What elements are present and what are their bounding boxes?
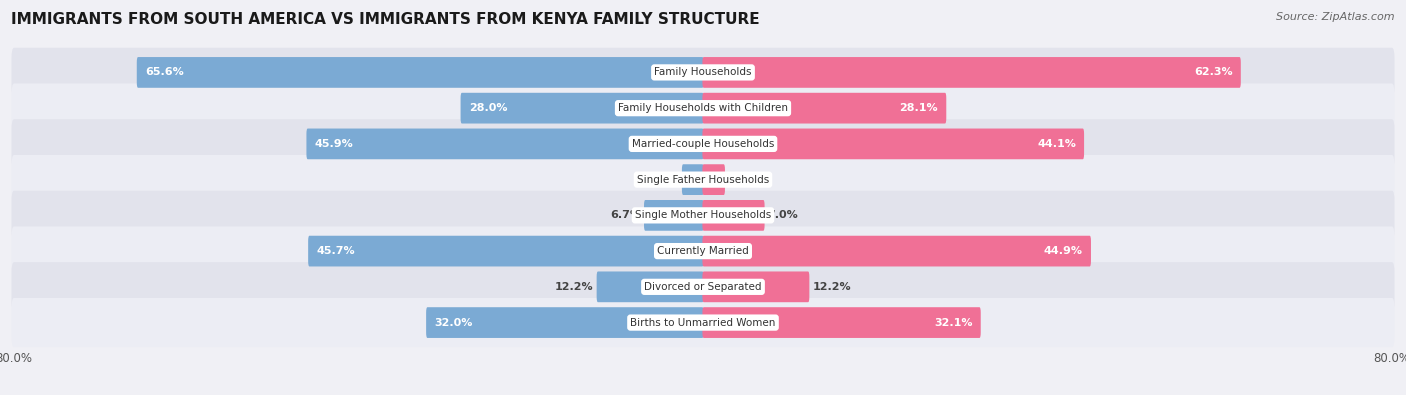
Text: 45.9%: 45.9% (315, 139, 353, 149)
FancyBboxPatch shape (11, 119, 1395, 169)
FancyBboxPatch shape (11, 83, 1395, 133)
Text: 2.4%: 2.4% (728, 175, 759, 184)
FancyBboxPatch shape (703, 164, 725, 195)
Text: Married-couple Households: Married-couple Households (631, 139, 775, 149)
Text: Family Households: Family Households (654, 68, 752, 77)
Text: Family Households with Children: Family Households with Children (619, 103, 787, 113)
FancyBboxPatch shape (703, 236, 1091, 267)
Text: 7.0%: 7.0% (768, 211, 799, 220)
FancyBboxPatch shape (307, 128, 703, 159)
FancyBboxPatch shape (703, 307, 981, 338)
Text: IMMIGRANTS FROM SOUTH AMERICA VS IMMIGRANTS FROM KENYA FAMILY STRUCTURE: IMMIGRANTS FROM SOUTH AMERICA VS IMMIGRA… (11, 12, 759, 27)
Text: 12.2%: 12.2% (813, 282, 851, 292)
Text: 44.9%: 44.9% (1043, 246, 1083, 256)
FancyBboxPatch shape (308, 236, 703, 267)
Text: 44.1%: 44.1% (1038, 139, 1076, 149)
Text: Divorced or Separated: Divorced or Separated (644, 282, 762, 292)
FancyBboxPatch shape (11, 262, 1395, 312)
Text: 6.7%: 6.7% (610, 211, 641, 220)
Text: 2.3%: 2.3% (648, 175, 679, 184)
FancyBboxPatch shape (703, 200, 765, 231)
FancyBboxPatch shape (703, 271, 810, 302)
FancyBboxPatch shape (682, 164, 703, 195)
FancyBboxPatch shape (426, 307, 703, 338)
Text: Currently Married: Currently Married (657, 246, 749, 256)
Text: 62.3%: 62.3% (1194, 68, 1233, 77)
FancyBboxPatch shape (11, 298, 1395, 347)
FancyBboxPatch shape (461, 93, 703, 124)
Text: 32.0%: 32.0% (434, 318, 472, 327)
Text: 28.1%: 28.1% (900, 103, 938, 113)
FancyBboxPatch shape (11, 48, 1395, 97)
FancyBboxPatch shape (136, 57, 703, 88)
FancyBboxPatch shape (703, 128, 1084, 159)
FancyBboxPatch shape (11, 226, 1395, 276)
Text: 28.0%: 28.0% (468, 103, 508, 113)
Text: 32.1%: 32.1% (934, 318, 973, 327)
Text: Single Father Households: Single Father Households (637, 175, 769, 184)
Text: Single Mother Households: Single Mother Households (636, 211, 770, 220)
FancyBboxPatch shape (703, 57, 1241, 88)
FancyBboxPatch shape (11, 191, 1395, 240)
Text: 45.7%: 45.7% (316, 246, 354, 256)
FancyBboxPatch shape (644, 200, 703, 231)
FancyBboxPatch shape (703, 93, 946, 124)
Text: 12.2%: 12.2% (555, 282, 593, 292)
Text: Births to Unmarried Women: Births to Unmarried Women (630, 318, 776, 327)
Text: 65.6%: 65.6% (145, 68, 184, 77)
FancyBboxPatch shape (11, 155, 1395, 204)
FancyBboxPatch shape (596, 271, 703, 302)
Text: Source: ZipAtlas.com: Source: ZipAtlas.com (1277, 12, 1395, 22)
